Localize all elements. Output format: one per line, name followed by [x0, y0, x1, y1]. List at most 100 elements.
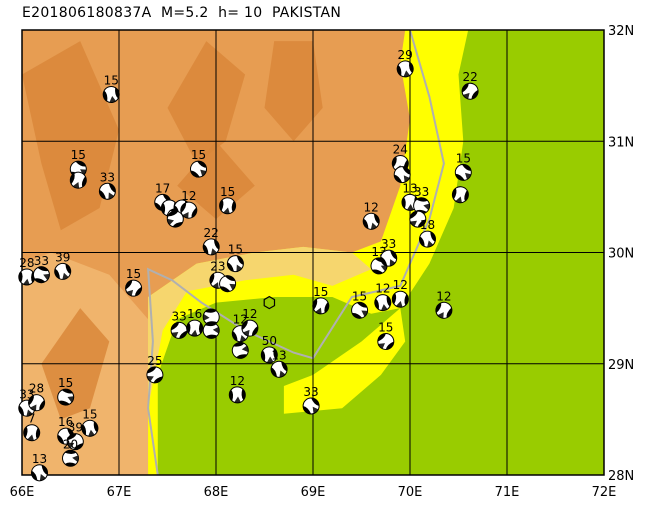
focal-mechanism: [226, 255, 244, 273]
depth-label: 33: [100, 170, 115, 184]
depth-label: 12: [242, 307, 257, 321]
lon-tick-label: 69E: [301, 485, 326, 500]
depth-label: 15: [71, 148, 86, 162]
focal-mechanism: [451, 186, 469, 204]
focal-mechanism: [18, 268, 36, 286]
ridge: [22, 41, 119, 231]
ridge: [264, 41, 323, 142]
depth-label: 15: [220, 185, 235, 199]
focal-mechanism: [419, 230, 436, 248]
lon-tick-label: 72E: [592, 485, 617, 500]
depth-label: 15: [126, 267, 141, 281]
focal-mechanism: [31, 464, 48, 482]
depth-label: 15: [104, 74, 119, 88]
focal-mechanism: [219, 275, 237, 293]
focal-mechanism: [28, 394, 46, 412]
focal-mechanism: [57, 388, 75, 406]
focal-mechanism: [270, 360, 288, 378]
lat-tick-label: 28N: [608, 469, 634, 484]
focal-mechanism: [23, 424, 41, 442]
lon-tick-label: 68E: [204, 485, 229, 500]
depth-label: 33: [34, 254, 49, 268]
depth-label: 12: [436, 289, 451, 303]
depth-label: 22: [462, 70, 477, 84]
focal-mechanism: [146, 366, 164, 384]
depth-label: 23: [210, 259, 225, 273]
focal-mechanism: [377, 333, 395, 350]
depth-label: 29: [398, 48, 413, 62]
focal-mechanisms: 1515332833391517121515222315331619121250…: [18, 48, 479, 482]
focal-mechanism: [62, 449, 79, 467]
depth-label: 39: [68, 421, 83, 435]
lat-tick-label: 30N: [608, 247, 634, 262]
depth-label: 25: [147, 354, 162, 368]
depth-label: 33: [303, 385, 318, 399]
lat-tick-label: 29N: [608, 358, 634, 373]
depth-label: 16: [58, 415, 73, 429]
focal-mechanism: [231, 341, 249, 359]
depth-label: 15: [456, 151, 471, 165]
depth-label: 13: [32, 452, 47, 466]
depth-label: 15: [378, 321, 393, 335]
focal-mechanism: [391, 290, 409, 308]
focal-mechanism: [186, 319, 204, 337]
lon-tick-label: 71E: [495, 485, 520, 500]
depth-label: 28: [19, 256, 34, 270]
depth-label: 39: [55, 250, 70, 264]
focal-mechanism: [393, 166, 411, 184]
event-title: E201806180837A M=5.2 h= 10 PAKISTAN: [22, 5, 342, 21]
transition-band: [148, 246, 372, 409]
depth-label: 15: [191, 148, 206, 162]
depth-label: 15: [58, 376, 73, 390]
focal-mechanism: [312, 297, 330, 315]
focal-mechanism: [454, 163, 472, 181]
depth-label: 12: [393, 278, 408, 292]
focal-mechanism: [98, 182, 116, 200]
lon-tick-label: 66E: [10, 485, 35, 500]
focal-mechanism: [166, 210, 184, 228]
ridge: [167, 41, 246, 164]
focal-mechanism: [32, 266, 50, 284]
epicenter-marker: [263, 295, 276, 310]
lat-tick-label: 31N: [608, 135, 634, 150]
depth-label: 50: [262, 334, 277, 348]
depth-label: 33: [414, 185, 429, 199]
focal-mechanism: [170, 321, 188, 339]
depth-label: 12: [364, 200, 379, 214]
depth-label: 15: [313, 285, 328, 299]
focal-mechanism: [396, 60, 414, 78]
depth-label: 12: [375, 282, 390, 296]
focal-mechanism: [374, 294, 392, 312]
depth-label: 7: [28, 412, 36, 426]
focal-mechanism: [351, 301, 369, 319]
focal-mechanism: [202, 308, 220, 326]
focal-mechanism: [66, 433, 84, 451]
focal-mechanism: [413, 197, 431, 215]
focal-mechanism: [219, 197, 237, 215]
depth-label: 33: [171, 309, 186, 323]
depth-label: 13: [271, 348, 286, 362]
lat-tick-label: 32N: [608, 24, 634, 39]
focal-mechanism: [102, 86, 120, 103]
focal-mechanism: [228, 386, 246, 404]
depth-label: 13: [402, 181, 417, 195]
depth-label: 33: [381, 237, 396, 251]
focal-mechanism: [81, 419, 99, 437]
lon-tick-label: 70E: [398, 485, 423, 500]
focal-mechanism: [69, 171, 87, 189]
depth-label: 15: [82, 407, 97, 421]
focal-mechanism: [380, 249, 398, 267]
focal-mechanism: [54, 262, 72, 280]
epicenter-hexagon: [263, 295, 276, 310]
depth-label: 28: [29, 382, 44, 396]
map-frame: [21, 29, 605, 476]
depth-label: 17: [155, 181, 170, 195]
focal-mechanism: [461, 82, 479, 100]
focal-mechanism: [202, 238, 220, 256]
focal-mechanism: [202, 321, 220, 339]
focal-mechanism: [190, 160, 207, 178]
focal-mechanism: [241, 319, 259, 337]
focal-mechanism: [435, 301, 453, 319]
